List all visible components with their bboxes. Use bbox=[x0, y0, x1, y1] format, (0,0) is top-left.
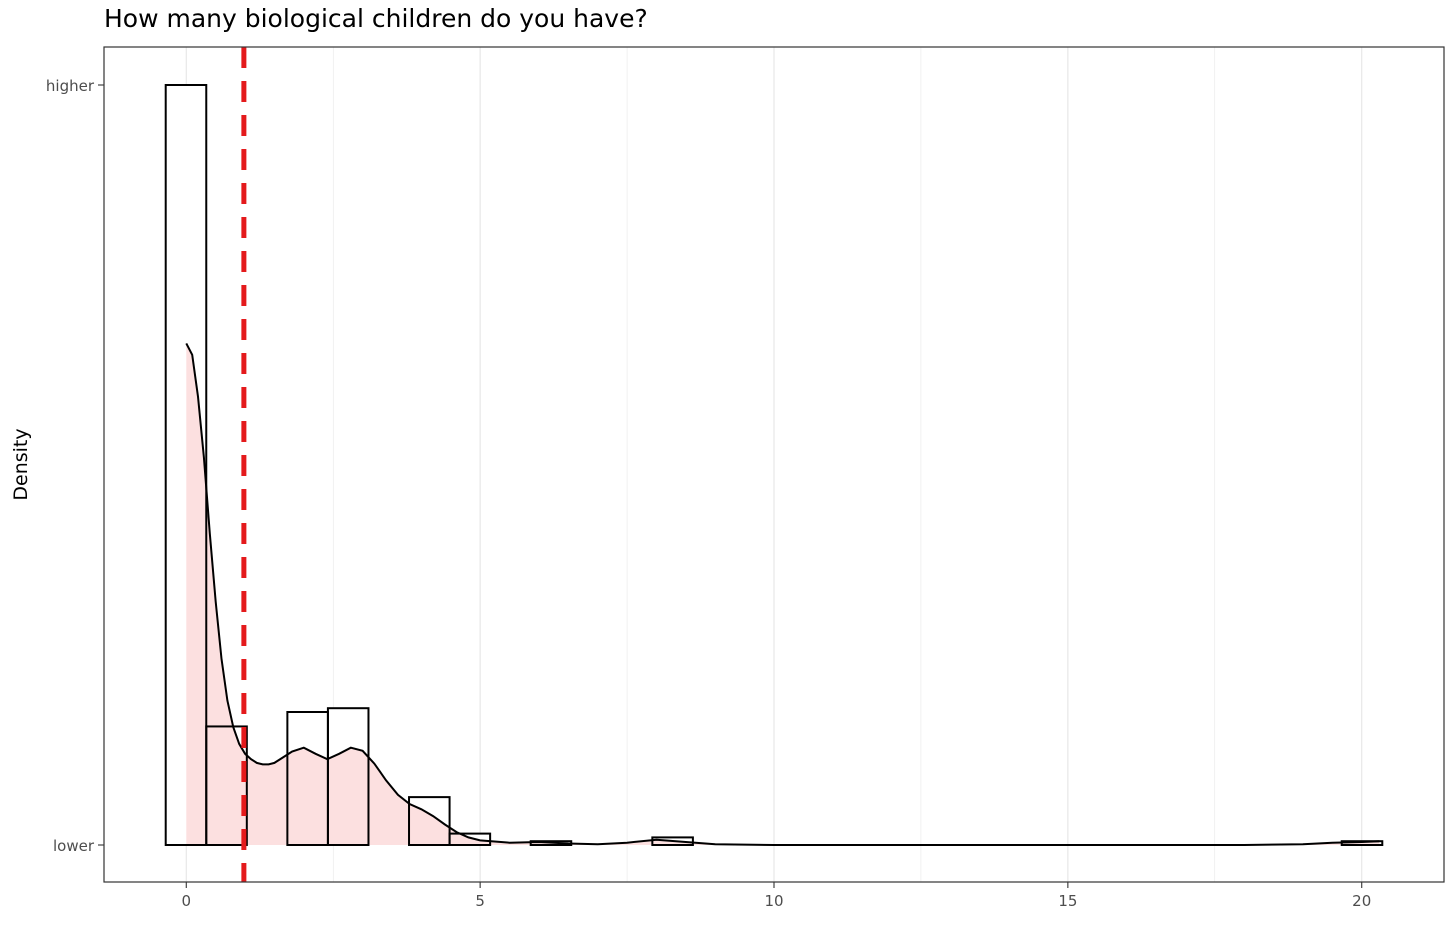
x-axis-ticks: 0 5 10 15 20 bbox=[182, 882, 1371, 910]
histogram-bar-outlines bbox=[164, 84, 1384, 847]
histogram-bar-outline bbox=[205, 725, 248, 846]
histogram-bar-outline bbox=[448, 832, 492, 846]
y-axis-ticks: lower higher bbox=[46, 77, 104, 855]
y-tick-label: higher bbox=[46, 77, 95, 95]
y-tick-label: lower bbox=[53, 837, 95, 855]
histogram-bar-outline bbox=[164, 84, 208, 846]
chart-title: How many biological children do you have… bbox=[104, 4, 648, 33]
x-tick-label: 10 bbox=[764, 892, 783, 910]
histogram-bar-outline bbox=[408, 796, 451, 846]
density-area bbox=[186, 343, 1380, 845]
x-tick-label: 15 bbox=[1058, 892, 1077, 910]
histogram-bar-outline bbox=[651, 836, 694, 847]
x-tick-label: 5 bbox=[475, 892, 485, 910]
histogram-bar-outline bbox=[326, 707, 370, 847]
density-curve bbox=[185, 342, 1380, 846]
y-axis-title: Density bbox=[10, 428, 32, 500]
x-tick-label: 20 bbox=[1352, 892, 1371, 910]
x-tick-label: 0 bbox=[182, 892, 192, 910]
